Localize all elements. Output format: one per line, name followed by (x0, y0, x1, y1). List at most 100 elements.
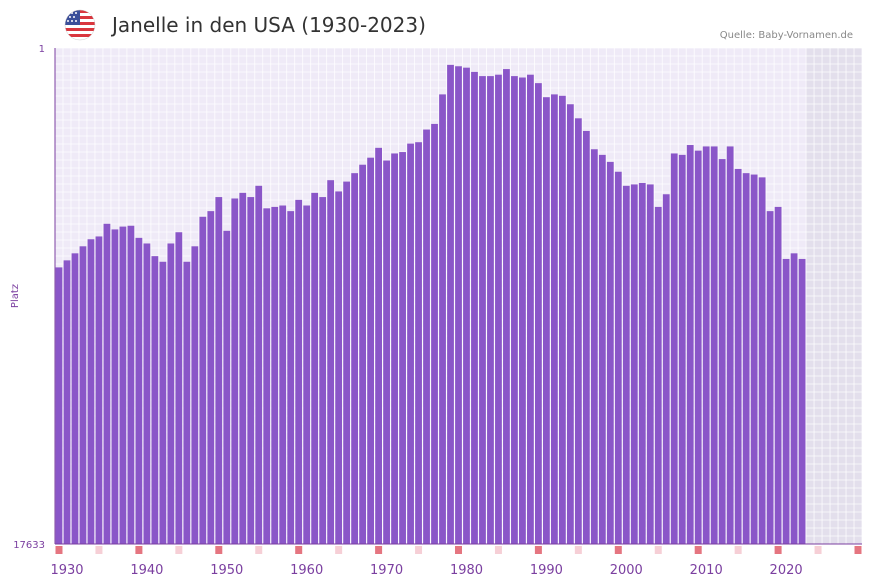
decade-marker (774, 546, 782, 554)
bar-2011 (710, 146, 718, 545)
bar-1988 (527, 74, 534, 544)
bar-1953 (247, 197, 255, 544)
bar-1990 (542, 97, 550, 544)
bar-1983 (487, 76, 494, 544)
bar-1938 (127, 225, 135, 545)
bar-2010 (702, 146, 710, 545)
bar-2022 (798, 258, 806, 544)
bar-1965 (343, 181, 351, 544)
bar-1963 (327, 180, 335, 544)
minor-marker (95, 546, 103, 554)
bar-1931 (71, 253, 79, 544)
minor-marker (654, 546, 662, 554)
bar-1986 (511, 76, 518, 544)
bar-1948 (207, 211, 215, 544)
x-tick-label-1980: 1980 (450, 563, 483, 578)
bar-2002 (638, 182, 646, 545)
x-tick-label-1930: 1930 (50, 563, 83, 578)
bar-2005 (662, 194, 670, 545)
bar-1980 (463, 67, 470, 545)
bar-2016 (750, 174, 758, 545)
bar-1989 (535, 83, 542, 545)
x-tick-label-1990: 1990 (530, 563, 563, 578)
bar-1936 (111, 229, 119, 544)
bar-1951 (231, 198, 239, 545)
bar-1946 (191, 246, 199, 545)
bar-1972 (399, 152, 406, 544)
bar-1968 (367, 157, 375, 544)
bar-1981 (471, 71, 478, 545)
bar-1996 (590, 149, 598, 544)
bar-1984 (495, 74, 502, 544)
bar-1997 (598, 154, 606, 545)
bar-1977 (439, 94, 446, 544)
x-tick-label-1950: 1950 (210, 563, 243, 578)
bar-1945 (183, 261, 191, 544)
minor-marker (814, 546, 822, 554)
x-tick-label-2020: 2020 (770, 563, 803, 578)
y-tick-label-top: 1 (39, 44, 45, 55)
source-label: Quelle: Baby-Vornamen.de (719, 30, 853, 41)
bar-1937 (119, 226, 127, 545)
decade-marker (295, 546, 303, 554)
bar-1994 (574, 118, 582, 544)
bar-1976 (431, 123, 438, 544)
bar-2006 (670, 153, 678, 544)
bar-1934 (95, 236, 103, 544)
bar-1979 (455, 66, 462, 544)
us-flag-icon (64, 9, 96, 45)
bar-1950 (223, 230, 231, 544)
bar-1998 (606, 161, 614, 544)
x-tick-label-1960: 1960 (290, 563, 323, 578)
decade-marker (694, 546, 702, 554)
bar-1964 (335, 191, 343, 544)
minor-marker (255, 546, 263, 554)
minor-marker (494, 546, 502, 554)
bar-1992 (558, 95, 566, 545)
decade-marker (455, 546, 462, 554)
bar-2017 (758, 177, 766, 544)
bar-1969 (375, 147, 382, 544)
bar-2013 (726, 146, 734, 545)
bar-2003 (646, 184, 654, 544)
bar-2015 (742, 173, 750, 544)
bar-1930 (63, 260, 71, 544)
bar-2014 (734, 168, 742, 544)
bar-1961 (311, 192, 319, 544)
bar-1991 (550, 94, 558, 544)
x-tick-label-1940: 1940 (130, 563, 163, 578)
chart-title: Janelle in den USA (1930-2023) (112, 13, 426, 37)
bar-1971 (391, 153, 398, 544)
x-tick-label-2010: 2010 (690, 563, 723, 578)
bar-1939 (135, 237, 143, 545)
decade-marker (614, 546, 622, 554)
bar-1943 (167, 243, 175, 544)
minor-marker (415, 546, 423, 554)
bar-1974 (415, 142, 422, 544)
decade-marker (135, 546, 143, 554)
bar-1933 (87, 239, 95, 544)
bar-1944 (175, 232, 183, 544)
y-tick-label-bottom: 17633 (13, 540, 45, 551)
bar-1960 (303, 205, 311, 544)
bar-1958 (287, 211, 295, 544)
bar-2008 (686, 145, 694, 544)
bar-1987 (519, 77, 526, 545)
minor-marker (175, 546, 183, 554)
bar-2012 (718, 159, 726, 545)
decade-marker (375, 546, 383, 554)
bar-1967 (359, 164, 367, 544)
bar-2007 (678, 154, 686, 545)
bar-1966 (351, 173, 359, 544)
bar-1940 (143, 243, 151, 544)
bar-2000 (622, 185, 630, 544)
x-tick-label-1970: 1970 (370, 563, 403, 578)
bar-1947 (199, 216, 207, 544)
bar-1956 (271, 206, 279, 544)
bar-1941 (151, 256, 159, 544)
bar-1973 (407, 143, 414, 544)
bar-1929 (55, 267, 63, 544)
bar-1982 (479, 76, 486, 544)
bar-1978 (447, 64, 454, 544)
